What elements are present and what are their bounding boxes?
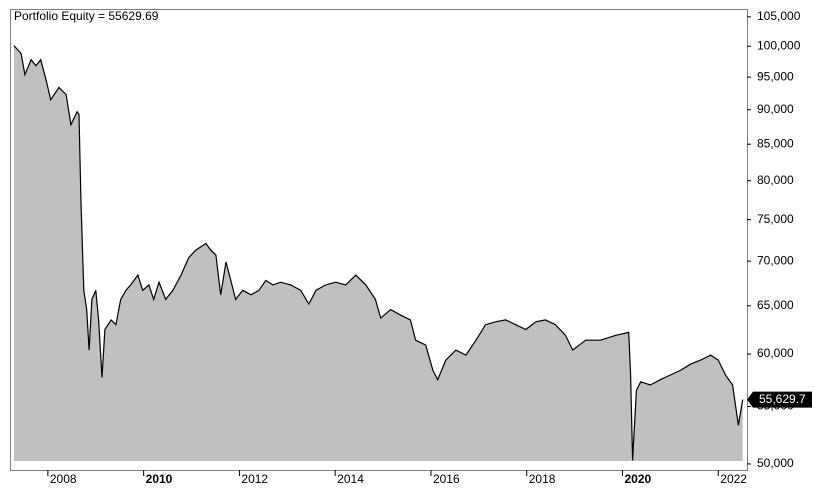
x-tick-label: 2018 <box>529 472 556 486</box>
x-tick-label: 2012 <box>241 472 268 486</box>
x-tick-label: 2020 <box>624 472 651 486</box>
y-tick-label: 80,000 <box>757 173 794 187</box>
y-tick-label: 90,000 <box>757 102 794 116</box>
plot-frame <box>10 9 748 471</box>
y-tick-label: 100,000 <box>757 38 801 52</box>
plot-area <box>13 45 744 461</box>
x-tick-label: 2016 <box>433 472 460 486</box>
x-tick-label: 2022 <box>720 472 747 486</box>
x-tick-label: 2014 <box>337 472 364 486</box>
y-tick-label: 60,000 <box>757 346 794 360</box>
y-tick-label: 105,000 <box>757 9 801 23</box>
equity-area <box>13 45 743 461</box>
current-value-label: 55,629.7 <box>759 392 806 406</box>
y-tick-label: 50,000 <box>757 456 794 470</box>
current-value-tag <box>747 391 812 408</box>
x-tick-label: 2010 <box>146 472 173 486</box>
x-tick-label: 2008 <box>50 472 77 486</box>
y-tick-label: 70,000 <box>757 253 794 267</box>
y-tick-label: 85,000 <box>757 136 794 150</box>
y-tick-label: 65,000 <box>757 298 794 312</box>
y-tick-label: 95,000 <box>757 69 794 83</box>
equity-line <box>13 45 744 461</box>
y-tick-label: 75,000 <box>757 212 794 226</box>
chart-title: Portfolio Equity = 55629.69 <box>14 9 159 23</box>
